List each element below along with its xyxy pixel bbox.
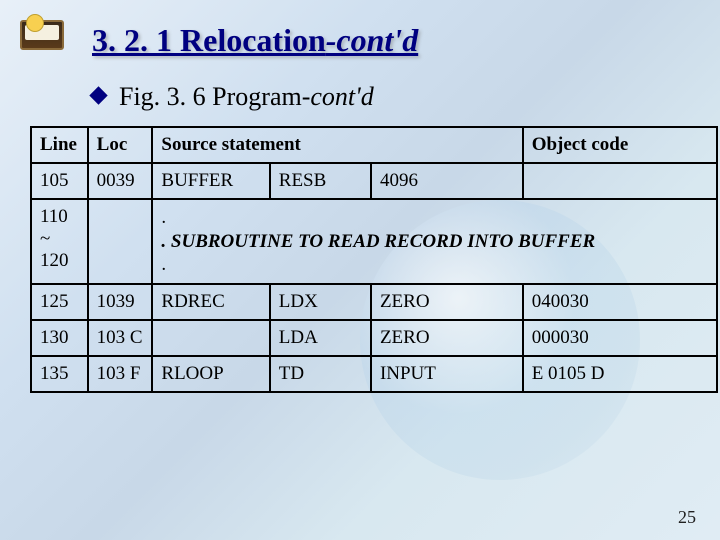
- table-row: 125 1039 RDREC LDX ZERO 040030: [31, 284, 717, 320]
- table-row: 105 0039 BUFFER RESB 4096: [31, 163, 717, 199]
- header-line: Line: [31, 127, 88, 163]
- subtitle: Fig. 3. 6 Program-cont'd: [119, 82, 374, 112]
- cell-loc: 103 F: [88, 356, 153, 392]
- page-number: 25: [678, 507, 696, 528]
- cell-op: LDX: [270, 284, 371, 320]
- cell-obj: E 0105 D: [523, 356, 717, 392]
- table-row: 110 ~ 120 . . SUBROUTINE TO READ RECORD …: [31, 199, 717, 284]
- cell-loc: 103 C: [88, 320, 153, 356]
- cell-subroutine: . . SUBROUTINE TO READ RECORD INTO BUFFE…: [152, 199, 717, 284]
- cell-label: BUFFER: [152, 163, 269, 199]
- cell-obj: 040030: [523, 284, 717, 320]
- cell-loc: 1039: [88, 284, 153, 320]
- cell-loc: 0039: [88, 163, 153, 199]
- cell-line: 105: [31, 163, 88, 199]
- cell-label: RLOOP: [152, 356, 269, 392]
- header-object: Object code: [523, 127, 717, 163]
- table-row: 135 103 F RLOOP TD INPUT E 0105 D: [31, 356, 717, 392]
- header-source: Source statement: [152, 127, 522, 163]
- table-header-row: Line Loc Source statement Object code: [31, 127, 717, 163]
- title-contd: -cont'd: [326, 22, 418, 58]
- cell-operand: ZERO: [371, 320, 523, 356]
- cell-label: RDREC: [152, 284, 269, 320]
- cell-operand: ZERO: [371, 284, 523, 320]
- table-row: 130 103 C LDA ZERO 000030: [31, 320, 717, 356]
- cell-obj: [523, 163, 717, 199]
- cell-line: 125: [31, 284, 88, 320]
- cell-operand: INPUT: [371, 356, 523, 392]
- diamond-bullet-icon: [89, 86, 107, 104]
- cell-op: TD: [270, 356, 371, 392]
- cell-line: 135: [31, 356, 88, 392]
- title-main: 3. 2. 1 Relocation: [92, 22, 326, 58]
- header-loc: Loc: [88, 127, 153, 163]
- cell-label: [152, 320, 269, 356]
- computer-icon: [20, 20, 74, 60]
- subtitle-row: Fig. 3. 6 Program-cont'd: [92, 82, 700, 112]
- cell-op: LDA: [270, 320, 371, 356]
- cell-obj: 000030: [523, 320, 717, 356]
- cell-line: 110 ~ 120: [31, 199, 88, 284]
- cell-op: RESB: [270, 163, 371, 199]
- subroutine-text: . SUBROUTINE TO READ RECORD INTO BUFFER: [161, 231, 595, 252]
- cell-loc: [88, 199, 153, 284]
- header-row: 3. 2. 1 Relocation-cont'd: [20, 20, 700, 60]
- slide-title: 3. 2. 1 Relocation-cont'd: [92, 22, 418, 59]
- subtitle-contd: -cont'd: [302, 82, 374, 111]
- subtitle-main: Fig. 3. 6 Program: [119, 82, 302, 111]
- assembly-table: Line Loc Source statement Object code 10…: [30, 126, 718, 393]
- cell-operand: 4096: [371, 163, 523, 199]
- slide: 3. 2. 1 Relocation-cont'd Fig. 3. 6 Prog…: [0, 0, 720, 540]
- cell-line: 130: [31, 320, 88, 356]
